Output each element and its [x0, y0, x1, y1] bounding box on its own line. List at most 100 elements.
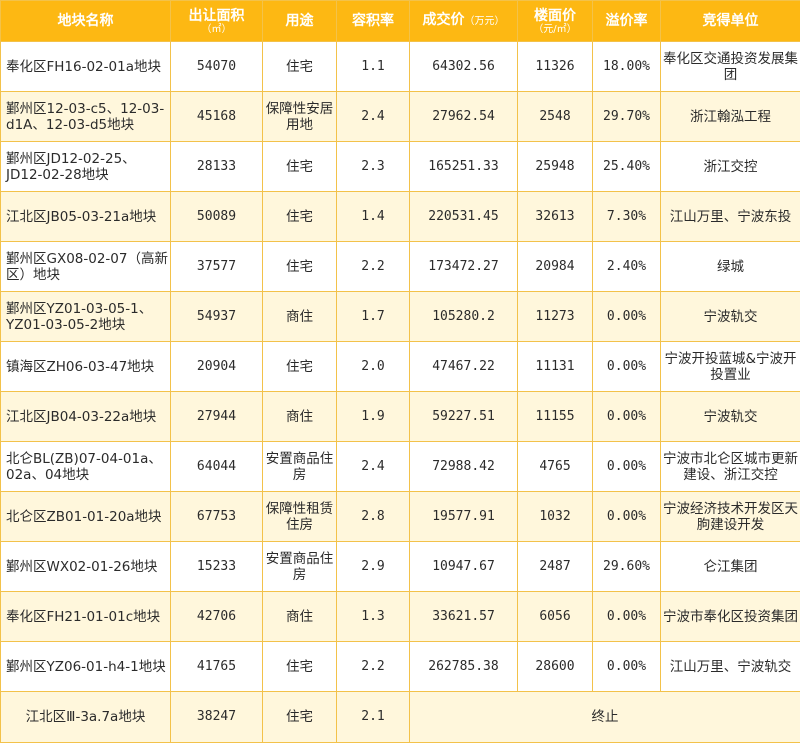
cell-area: 20904 [170, 341, 263, 392]
cell-winner: 仑江集团 [660, 541, 800, 592]
cell-far: 2.1 [336, 691, 410, 743]
cell-far: 2.3 [336, 141, 410, 192]
cell-use: 保障性安居用地 [262, 91, 337, 142]
cell-name: 鄞州区JD12-02-25、JD12-02-28地块 [0, 141, 171, 192]
cell-use: 安置商品住房 [262, 541, 337, 592]
table-row: 鄞州区JD12-02-25、JD12-02-28地块 28133 住宅 2.3 1652… [0, 141, 800, 192]
cell-premium: 0.00% [592, 641, 661, 692]
table-row: 镇海区ZH06-03-47地块 20904 住宅 2.0 47467.22 11131 0.… [0, 341, 800, 392]
cell-use: 商住 [262, 291, 337, 342]
cell-area: 41765 [170, 641, 263, 692]
cell-far: 2.4 [336, 441, 410, 492]
cell-premium: 0.00% [592, 341, 661, 392]
header-winner: 竞得单位 [660, 0, 800, 42]
header-floor-price: 楼面价 （元/㎡） [517, 0, 593, 42]
cell-area: 50089 [170, 191, 263, 242]
cell-area: 27944 [170, 391, 263, 442]
cell-premium: 18.00% [592, 41, 661, 92]
cell-price: 173472.27 [409, 241, 518, 292]
cell-use: 住宅 [262, 41, 337, 92]
cell-name: 鄞州区GX08-02-07（高新区）地块 [0, 241, 171, 292]
cell-name: 鄞州区YZ01-03-05-1、YZ01-03-05-2地块 [0, 291, 171, 342]
cell-far: 2.4 [336, 91, 410, 142]
cell-price: 105280.2 [409, 291, 518, 342]
table-row: 北仑区ZB01-01-20a地块 67753 保障性租赁住房 2.8 19577.91 1… [0, 491, 800, 542]
cell-far: 2.2 [336, 641, 410, 692]
cell-use: 住宅 [262, 191, 337, 242]
cell-winner: 宁波开投蓝城&宁波开投置业 [660, 341, 800, 392]
cell-far: 2.8 [336, 491, 410, 542]
cell-area: 37577 [170, 241, 263, 292]
cell-floor-price: 11326 [517, 41, 593, 92]
table-row: 鄞州区YZ01-03-05-1、YZ01-03-05-2地块 54937 商住 1.7… [0, 291, 800, 342]
cell-winner: 江山万里、宁波轨交 [660, 641, 800, 692]
cell-use: 商住 [262, 591, 337, 642]
cell-name: 江北区JB04-03-22a地块 [0, 391, 171, 442]
cell-area: 67753 [170, 491, 263, 542]
cell-far: 2.0 [336, 341, 410, 392]
cell-name: 北仑BL(ZB)07-04-01a、02a、04地块 [0, 441, 171, 492]
header-price-unit: （万元） [464, 16, 505, 27]
cell-far: 1.3 [336, 591, 410, 642]
cell-price: 47467.22 [409, 341, 518, 392]
cell-premium: 0.00% [592, 391, 661, 442]
cell-floor-price: 6056 [517, 591, 593, 642]
table-row-terminated: 江北区Ⅲ-3a.7a地块 38247 住宅 2.1 终止 [0, 691, 800, 743]
table-row: 奉化区FH16-02-01a地块 54070 住宅 1.1 64302.56 11326 1… [0, 41, 800, 92]
cell-use: 住宅 [262, 691, 337, 743]
table-row: 江北区JB05-03-21a地块 50089 住宅 1.4 220531.45 32613… [0, 191, 800, 242]
cell-price: 19577.91 [409, 491, 518, 542]
cell-area: 15233 [170, 541, 263, 592]
cell-area: 38247 [170, 691, 263, 743]
cell-premium: 0.00% [592, 591, 661, 642]
cell-name: 奉化区FH21-01-01c地块 [0, 591, 171, 642]
cell-area: 64044 [170, 441, 263, 492]
cell-winner: 宁波轨交 [660, 291, 800, 342]
cell-winner: 宁波经济技术开发区天朐建设开发 [660, 491, 800, 542]
cell-name: 江北区Ⅲ-3a.7a地块 [0, 691, 171, 743]
cell-floor-price: 25948 [517, 141, 593, 192]
cell-far: 1.7 [336, 291, 410, 342]
table-row: 鄞州区YZ06-01-h4-1地块 41765 住宅 2.2 262785.38 2860… [0, 641, 800, 692]
cell-floor-price: 1032 [517, 491, 593, 542]
cell-floor-price: 2548 [517, 91, 593, 142]
header-area-unit: （㎡） [201, 23, 232, 35]
cell-winner: 绿城 [660, 241, 800, 292]
header-row: 地块名称 出让面积 （㎡） 用途 容积率 成交价（万元） 楼面价 （元/㎡） 溢价率… [0, 0, 800, 42]
cell-premium: 29.60% [592, 541, 661, 592]
cell-far: 1.1 [336, 41, 410, 92]
cell-area: 54070 [170, 41, 263, 92]
cell-status: 终止 [409, 691, 800, 743]
cell-price: 59227.51 [409, 391, 518, 442]
cell-premium: 0.00% [592, 441, 661, 492]
cell-winner: 浙江交控 [660, 141, 800, 192]
cell-price: 220531.45 [409, 191, 518, 242]
cell-use: 住宅 [262, 241, 337, 292]
cell-winner: 宁波轨交 [660, 391, 800, 442]
cell-premium: 25.40% [592, 141, 661, 192]
cell-far: 1.4 [336, 191, 410, 242]
table-row: 鄞州区12-03-c5、12-03-d1A、12-03-d5地块 45168 保障性… [0, 91, 800, 142]
cell-premium: 0.00% [592, 291, 661, 342]
cell-winner: 江山万里、宁波东投 [660, 191, 800, 242]
table-row: 江北区JB04-03-22a地块 27944 商住 1.9 59227.51 11155 0… [0, 391, 800, 442]
cell-price: 165251.33 [409, 141, 518, 192]
cell-area: 45168 [170, 91, 263, 142]
cell-premium: 0.00% [592, 491, 661, 542]
cell-area: 42706 [170, 591, 263, 642]
cell-area: 54937 [170, 291, 263, 342]
cell-floor-price: 2487 [517, 541, 593, 592]
header-premium: 溢价率 [592, 0, 661, 42]
cell-name: 鄞州区WX02-01-26地块 [0, 541, 171, 592]
table-row: 北仑BL(ZB)07-04-01a、02a、04地块 64044 安置商品住房 2.4… [0, 441, 800, 492]
cell-floor-price: 11131 [517, 341, 593, 392]
cell-use: 住宅 [262, 141, 337, 192]
cell-far: 1.9 [336, 391, 410, 442]
cell-use: 安置商品住房 [262, 441, 337, 492]
header-name: 地块名称 [0, 0, 171, 42]
cell-price: 262785.38 [409, 641, 518, 692]
cell-floor-price: 20984 [517, 241, 593, 292]
cell-floor-price: 11155 [517, 391, 593, 442]
header-use: 用途 [262, 0, 337, 42]
